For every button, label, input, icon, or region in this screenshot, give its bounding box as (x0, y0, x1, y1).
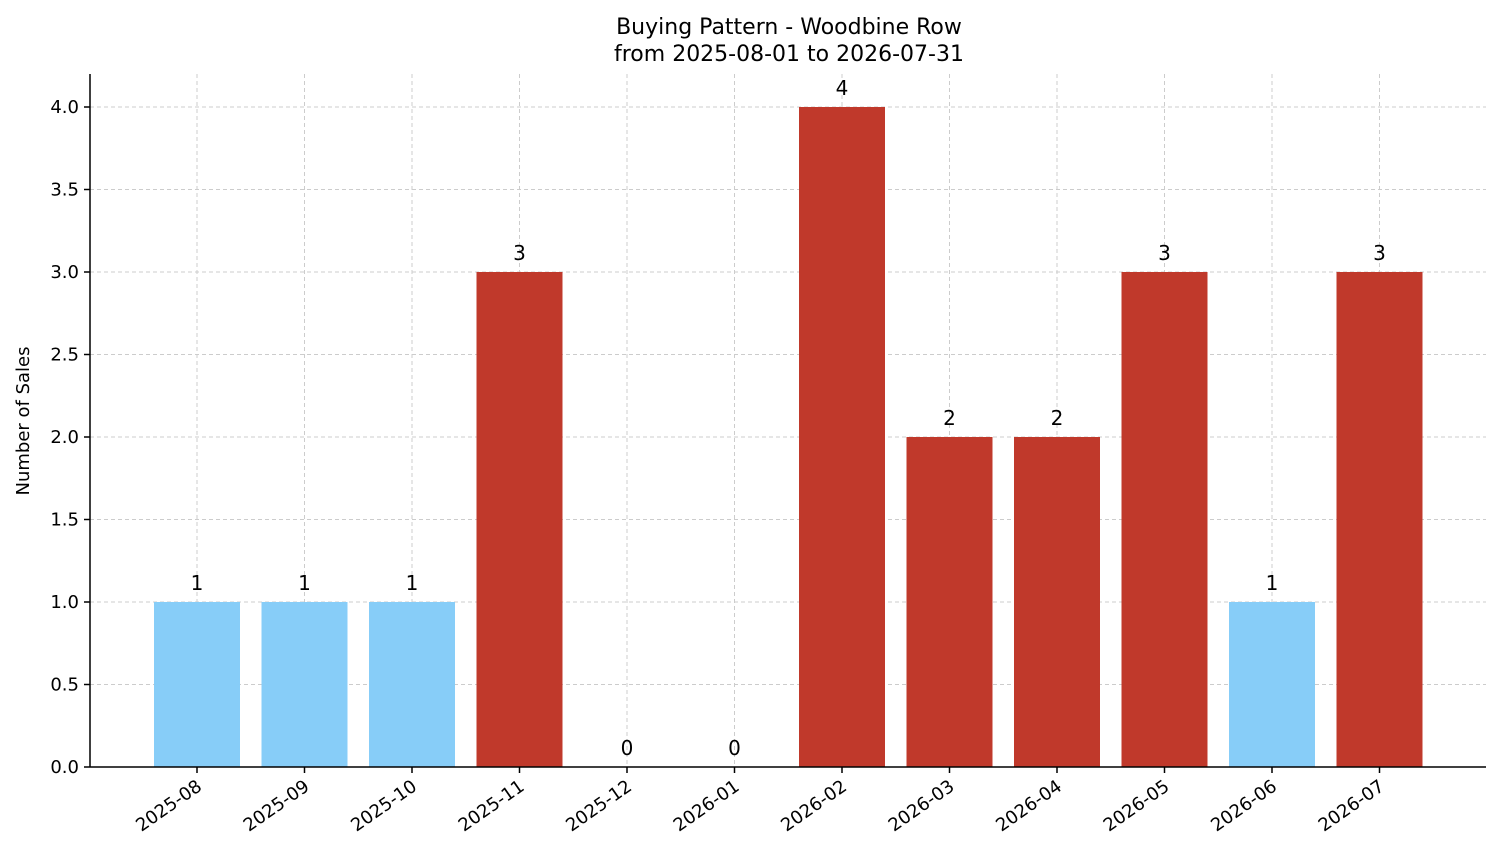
y-tick-label: 2.5 (50, 345, 79, 366)
x-tick-label: 2026-01 (670, 776, 744, 836)
bar (1014, 437, 1100, 767)
x-tick-label: 2026-05 (1100, 776, 1174, 836)
bar (1121, 272, 1208, 767)
bar (261, 602, 348, 767)
bar-value-label: 4 (836, 76, 849, 100)
bar-value-label: 0 (728, 736, 741, 760)
bar (154, 602, 240, 767)
bar (906, 437, 993, 767)
bar (476, 272, 563, 767)
bar-value-label: 0 (621, 736, 634, 760)
chart-subtitle: from 2025-08-01 to 2026-07-31 (614, 42, 964, 67)
bar-value-label: 1 (191, 571, 204, 595)
y-axis-label: Number of Sales (13, 346, 34, 495)
chart-title: Buying Pattern - Woodbine Row (616, 15, 962, 40)
bar-value-label: 1 (1266, 571, 1279, 595)
bars (154, 107, 1423, 767)
bar-labels: 1 1 1 3 0 0 4 2 2 3 1 3 (191, 76, 1386, 760)
x-tick-label: 2025-12 (562, 776, 636, 836)
y-tick-label: 1.5 (50, 510, 79, 531)
y-tick-label: 1.0 (50, 592, 79, 613)
x-tick-label: 2025-09 (240, 776, 314, 836)
x-tick-label: 2025-08 (132, 776, 206, 836)
bar-value-label: 3 (1158, 241, 1171, 265)
y-tick-label: 4.0 (50, 97, 79, 118)
y-tick-label: 0.5 (50, 675, 79, 696)
bar-value-label: 3 (1373, 241, 1386, 265)
x-tick-label: 2026-07 (1315, 776, 1389, 836)
y-tick-label: 2.0 (50, 427, 79, 448)
y-tick-label: 3.0 (50, 262, 79, 283)
x-tick-label: 2025-10 (347, 776, 421, 836)
x-tick-label: 2026-06 (1207, 776, 1281, 836)
x-tick-label: 2026-02 (777, 776, 851, 836)
y-tick-label: 3.5 (50, 180, 79, 201)
x-tick-label: 2026-03 (885, 776, 959, 836)
bar-value-label: 1 (406, 571, 419, 595)
bar-value-label: 1 (298, 571, 311, 595)
bar (1336, 272, 1423, 767)
x-tick-label: 2026-04 (992, 776, 1066, 836)
x-tick-label: 2025-11 (455, 776, 529, 836)
bar (1229, 602, 1315, 767)
bar-value-label: 3 (513, 241, 526, 265)
x-ticks: 2025-08 2025-09 2025-10 2025-11 2025-12 2026-… (132, 767, 1388, 836)
bar (369, 602, 455, 767)
bar (799, 107, 885, 767)
y-tick-label: 0.0 (50, 757, 79, 778)
bar-value-label: 2 (1051, 406, 1064, 430)
y-ticks: 0.0 0.5 1.0 1.5 2.0 2.5 3.0 3.5 4.0 (50, 97, 90, 778)
bar-value-label: 2 (943, 406, 956, 430)
